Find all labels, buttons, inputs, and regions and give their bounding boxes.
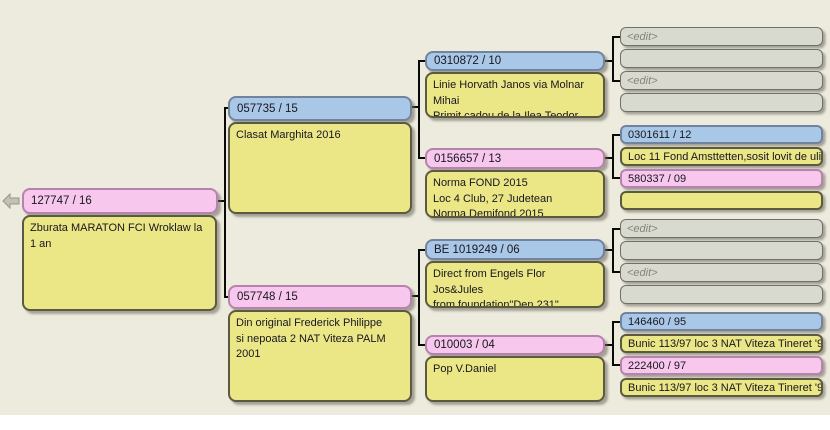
gen3-bird-2-ring-slot[interactable]: <edit> [620,71,823,90]
gen3-bird-3-ring-header[interactable]: 0301611 / 12 [620,125,823,144]
connector-line [603,60,614,62]
maternal-grandsire-ring-header[interactable]: BE 1019249 / 06 [425,239,605,260]
connector-line [612,36,614,82]
connector-line [603,344,614,346]
connector-line [418,344,427,346]
gen3-bird-7-ring-header[interactable]: 146460 / 95 [620,312,823,331]
connector-line [603,249,614,251]
connector-line [216,200,226,202]
paternal-grandsire-info-box[interactable]: Linie Horvath Janos via Molnar Mihai Pri… [425,72,605,118]
gen3-bird-1-info-slot[interactable] [620,49,823,68]
connector-line [612,228,621,230]
connector-line [410,295,420,297]
maternal-grandsire-info-box[interactable]: Direct from Engels Flor Jos&Jules from f… [425,261,605,308]
connector-line [224,296,230,298]
gen3-bird-2-info-slot[interactable] [620,93,823,112]
connector-line [418,249,420,346]
paternal-grandsire-ring-header[interactable]: 0310872 / 10 [425,51,605,71]
connector-line [612,271,621,273]
gen3-bird-5-info-slot[interactable] [620,241,823,260]
connector-line [418,157,427,159]
gen3-bird-1-ring-slot[interactable]: <edit> [620,27,823,46]
paternal-granddam-info-box[interactable]: Norma FOND 2015 Loc 4 Club, 27 Judetean … [425,170,605,218]
back-arrow-icon[interactable] [2,193,20,209]
dam-info-box[interactable]: Din original Frederick Philippe si nepoa… [228,310,412,402]
gen3-bird-4-ring-header[interactable]: 580337 / 09 [620,169,823,188]
connector-line [612,177,621,179]
gen3-bird-6-ring-slot[interactable]: <edit> [620,263,823,282]
connector-line [612,228,614,273]
connector-line [603,157,614,159]
connector-line [410,106,420,108]
gen3-bird-8-ring-header[interactable]: 222400 / 97 [620,356,823,375]
gen3-bird-3-info-bar[interactable]: Loc 11 Fond Amsttetten,sosit lovit de ul… [620,147,823,166]
connector-line [418,60,427,62]
maternal-granddam-info-box[interactable]: Pop V.Daniel [425,356,605,402]
connector-line [612,134,621,136]
connector-line [418,60,420,159]
connector-line [612,80,621,82]
connector-line [224,107,230,109]
maternal-granddam-ring-header[interactable]: 010003 / 04 [425,335,605,355]
gen3-bird-4-info-bar[interactable] [620,191,823,210]
connector-line [612,321,614,366]
gen3-bird-7-info-bar[interactable]: Bunic 113/97 loc 3 NAT Viteza Tineret '9… [620,334,823,353]
dam-ring-header[interactable]: 057748 / 15 [228,285,412,309]
pedigree-canvas: 127747 / 16 Zburata MARATON FCI Wroklaw … [0,0,830,415]
sire-ring-header[interactable]: 057735 / 15 [228,96,412,121]
subject-ring-header[interactable]: 127747 / 16 [22,188,218,214]
subject-info-box[interactable]: Zburata MARATON FCI Wroklaw la 1 an [22,215,217,311]
paternal-granddam-ring-header[interactable]: 0156657 / 13 [425,148,605,169]
connector-line [612,36,621,38]
gen3-bird-5-ring-slot[interactable]: <edit> [620,219,823,238]
gen3-bird-6-info-slot[interactable] [620,285,823,304]
connector-line [224,107,226,298]
connector-line [418,249,427,251]
sire-info-box[interactable]: Clasat Marghita 2016 [228,122,412,214]
gen3-bird-8-info-bar[interactable]: Bunic 113/97 loc 3 NAT Viteza Tineret '9… [620,378,823,397]
connector-line [612,364,621,366]
connector-line [612,321,621,323]
connector-line [612,134,614,179]
